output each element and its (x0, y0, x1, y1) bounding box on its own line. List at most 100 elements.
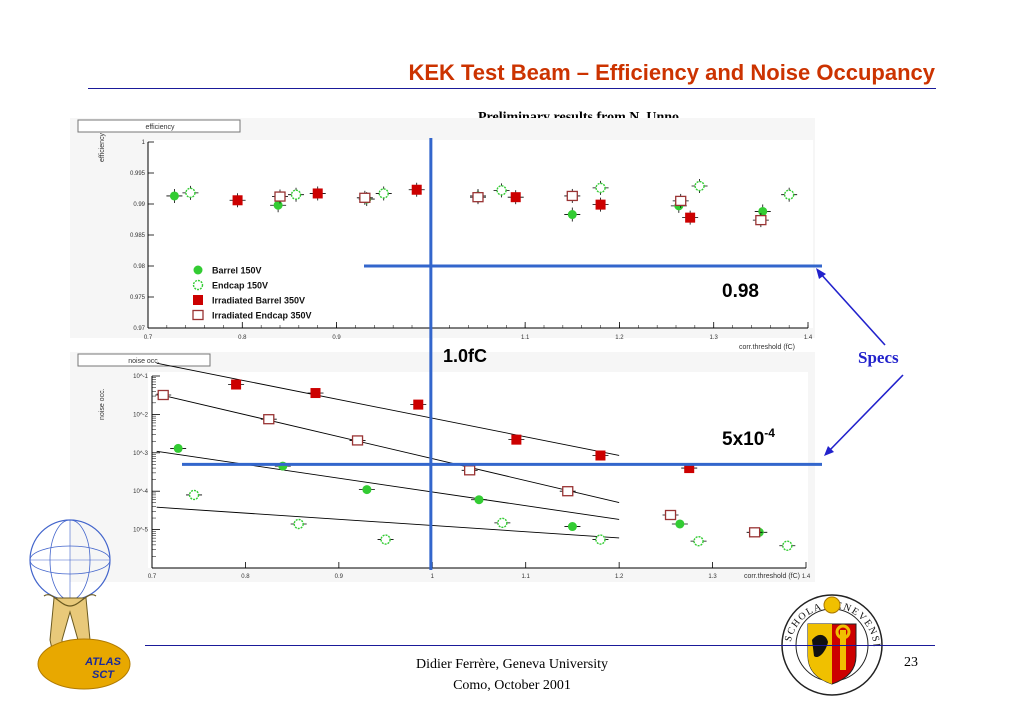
efficiency-plot-area (148, 140, 813, 328)
efficiency-x-tick-label: 1.3 (710, 335, 719, 341)
noise-title-box (77, 353, 211, 367)
efficiency-data-point (595, 182, 606, 194)
efficiency-data-point (472, 192, 484, 203)
noise-xlabel: corr.threshold (fC) (744, 573, 800, 580)
noise-spec-annotation: 5x10-4 (722, 426, 775, 450)
efficiency-axes: 0.7 0.8 0.9 1 1.1 1.2 1.3 1.4 0.97 0.975 0.98 0.985… (130, 140, 813, 341)
legend-label: Irradiated Endcap 350V (212, 311, 312, 321)
noise-y-tick-label: 10^-5 (133, 528, 148, 534)
noise-x-tick-label: 1.3 (708, 574, 717, 580)
efficiency-data-point (312, 188, 323, 199)
efficiency-data-point (169, 191, 179, 201)
noise-fit-lines (156, 362, 620, 539)
noise-data-point (693, 535, 704, 547)
noise-data-point (511, 434, 522, 445)
noise-data-point (464, 465, 476, 476)
footer-author: Didier Ferrère, Geneva University (415, 657, 609, 672)
efficiency-data-point (685, 212, 696, 223)
efficiency-y-tick-label: 0.98 (133, 264, 145, 270)
atlas-logo-text: ATLAS (84, 656, 122, 668)
legend-label: Barrel 150V (212, 266, 262, 276)
noise-x-tick-label: 0.7 (148, 574, 157, 580)
noise-x-tick-label: 0.8 (241, 574, 250, 580)
legend-label: Endcap 150V (212, 281, 268, 291)
noise-data-point (562, 486, 574, 497)
page-number: 23 (904, 655, 918, 670)
noise-x-tick-label: 0.9 (335, 574, 344, 580)
noise-data-point (782, 540, 793, 551)
efficiency-data-points (166, 179, 798, 228)
noise-x-tick-label: 1 (431, 574, 435, 580)
efficiency-x-tick-label: 0.8 (238, 335, 247, 341)
noise-axes: 0.7 0.8 0.9 1 1.1 1.2 1.3 1.4 10^-5 10^-4 10^-3 10^… (133, 374, 811, 580)
efficiency-data-point (758, 206, 768, 216)
noise-data-point (413, 399, 424, 410)
footer: Didier Ferrère, Geneva University Como, … (372, 654, 652, 696)
efficiency-data-point (378, 188, 389, 199)
noise-data-point (595, 450, 606, 461)
noise-data-point (684, 463, 695, 474)
noise-y-tick-label: 10^-3 (133, 451, 148, 457)
efficiency-y-tick-label: 1 (142, 140, 146, 146)
noise-plot-area (148, 372, 808, 568)
legend-marker (193, 265, 203, 275)
noise-ylabel: noise occ. (99, 388, 106, 420)
noise-data-point (310, 388, 321, 399)
noise-y-tick-label: 10^-4 (133, 489, 148, 495)
legend-label: Irradiated Barrel 350V (212, 296, 305, 306)
efficiency-data-point (566, 190, 578, 202)
efficiency-x-tick-label: 1.2 (615, 335, 624, 341)
efficiency-y-tick-label: 0.97 (133, 326, 145, 332)
noise-data-point (664, 509, 677, 521)
noise-data-point (188, 489, 200, 501)
noise-data-point (173, 443, 183, 453)
efficiency-data-point (783, 189, 795, 200)
specs-arrows (816, 268, 904, 456)
atlas-sct-logo: ATLAS SCT (29, 519, 131, 690)
noise-data-point (675, 519, 685, 529)
efficiency-title-box (77, 119, 241, 133)
noise-panel: noise occ. 0.7 0.8 0.9 1 1.1 1.2 1.3 1.4 10^-5 10… (70, 352, 815, 582)
efficiency-data-point (595, 199, 606, 210)
efficiency-data-point (185, 187, 196, 199)
efficiency-data-point (290, 189, 302, 200)
efficiency-data-point (755, 214, 767, 226)
efficiency-y-tick-label: 0.995 (130, 171, 146, 177)
noise-data-point (380, 534, 391, 545)
efficiency-data-point (496, 185, 507, 196)
efficiency-data-point (567, 210, 577, 220)
noise-x-tick-label: 1.2 (615, 574, 624, 580)
efficiency-data-point (232, 195, 243, 206)
efficiency-data-point (273, 200, 283, 210)
spec-lines (182, 138, 822, 570)
specs-label: Specs (858, 348, 899, 367)
noise-x-tick-label: 1.1 (522, 574, 531, 580)
efficiency-y-tick-label: 0.99 (133, 202, 145, 208)
efficiency-data-point (411, 184, 422, 195)
efficiency-data-point (675, 195, 687, 207)
efficiency-spec-annotation: 0.98 (722, 281, 759, 302)
noise-data-point (595, 534, 606, 545)
efficiency-x-tick-label: 1.1 (521, 335, 530, 341)
noise-data-point (263, 414, 275, 425)
slide-title: KEK Test Beam – Efficiency and Noise Occ… (408, 60, 935, 85)
efficiency-data-point (510, 192, 521, 203)
noise-data-point (157, 389, 169, 401)
legend-marker (192, 279, 204, 291)
noise-data-points (155, 379, 796, 551)
noise-data-point (748, 527, 761, 538)
noise-data-point (351, 435, 364, 446)
noise-fit-line (156, 362, 620, 456)
efficiency-x-tick-label: 1.4 (804, 335, 813, 341)
threshold-annotation: 1.0fC (443, 346, 487, 366)
noise-data-point (231, 379, 242, 390)
efficiency-data-point (359, 192, 371, 203)
efficiency-x-tick-label: 0.9 (332, 335, 341, 341)
footer-divider (145, 645, 935, 646)
noise-data-point (497, 517, 508, 529)
noise-fit-line (156, 450, 620, 520)
efficiency-y-tick-label: 0.975 (130, 295, 146, 301)
efficiency-panel: efficiency 0.7 0.8 0.9 1 1.1 1.2 1.3 1.4 0.97 0.9… (70, 118, 815, 351)
legend-marker (193, 295, 203, 305)
efficiency-title: efficiency (145, 124, 175, 131)
